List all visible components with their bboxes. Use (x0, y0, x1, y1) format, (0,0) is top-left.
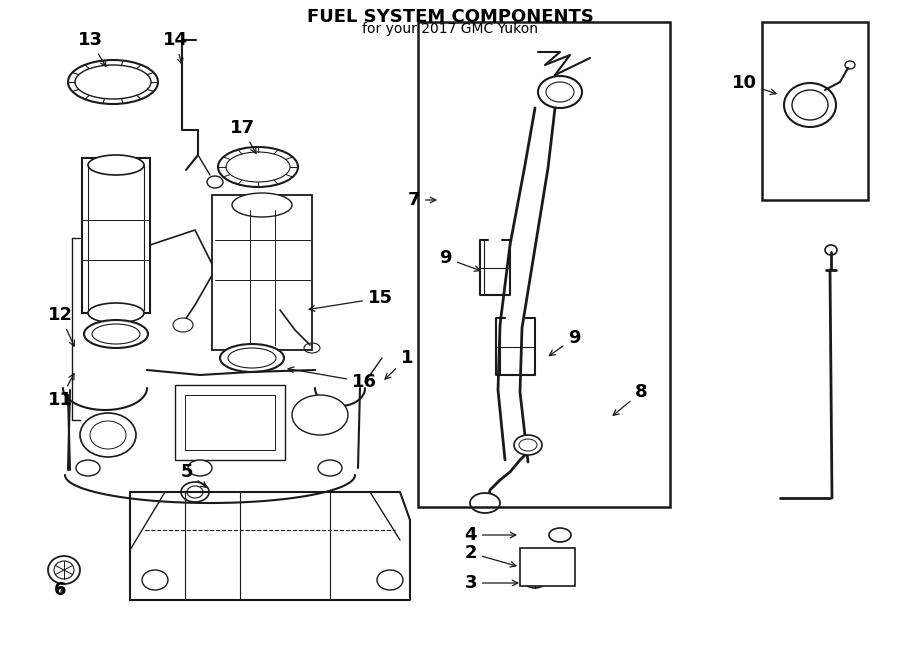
Text: 13: 13 (77, 31, 106, 66)
Ellipse shape (188, 460, 212, 476)
Ellipse shape (88, 303, 144, 323)
Ellipse shape (48, 556, 80, 584)
Bar (185, 395, 275, 450)
Text: 7: 7 (408, 191, 436, 209)
Bar (520, 548, 575, 586)
Text: 15: 15 (309, 289, 393, 311)
Text: 6: 6 (54, 581, 67, 599)
Bar (212, 195, 312, 350)
Bar (418, 22, 670, 507)
Ellipse shape (173, 318, 193, 332)
Text: 12: 12 (48, 306, 75, 346)
Bar (175, 385, 285, 460)
Ellipse shape (784, 83, 836, 127)
Bar (82, 158, 150, 313)
Text: 9: 9 (549, 329, 580, 356)
Ellipse shape (80, 413, 136, 457)
Text: 16: 16 (288, 367, 377, 391)
Text: 17: 17 (230, 119, 256, 153)
Text: 11: 11 (48, 373, 74, 409)
Text: 1: 1 (385, 349, 413, 379)
Ellipse shape (88, 155, 144, 175)
Text: 10: 10 (732, 74, 776, 95)
Text: FUEL SYSTEM COMPONENTS: FUEL SYSTEM COMPONENTS (307, 8, 593, 26)
Ellipse shape (76, 460, 100, 476)
Text: 14: 14 (163, 31, 187, 64)
Bar (762, 22, 868, 200)
Ellipse shape (470, 493, 500, 513)
Text: 2: 2 (464, 544, 516, 567)
Ellipse shape (514, 435, 542, 455)
Text: 3: 3 (464, 574, 518, 592)
Text: 9: 9 (439, 249, 480, 271)
Text: 8: 8 (613, 383, 648, 415)
Ellipse shape (207, 176, 223, 188)
Text: 5: 5 (181, 463, 207, 487)
Text: 4: 4 (464, 526, 516, 544)
Ellipse shape (220, 344, 284, 372)
Ellipse shape (292, 395, 348, 435)
Ellipse shape (232, 193, 292, 217)
Ellipse shape (84, 320, 148, 348)
Ellipse shape (318, 460, 342, 476)
Text: for your 2017 GMC Yukon: for your 2017 GMC Yukon (362, 22, 538, 36)
Ellipse shape (538, 76, 582, 108)
